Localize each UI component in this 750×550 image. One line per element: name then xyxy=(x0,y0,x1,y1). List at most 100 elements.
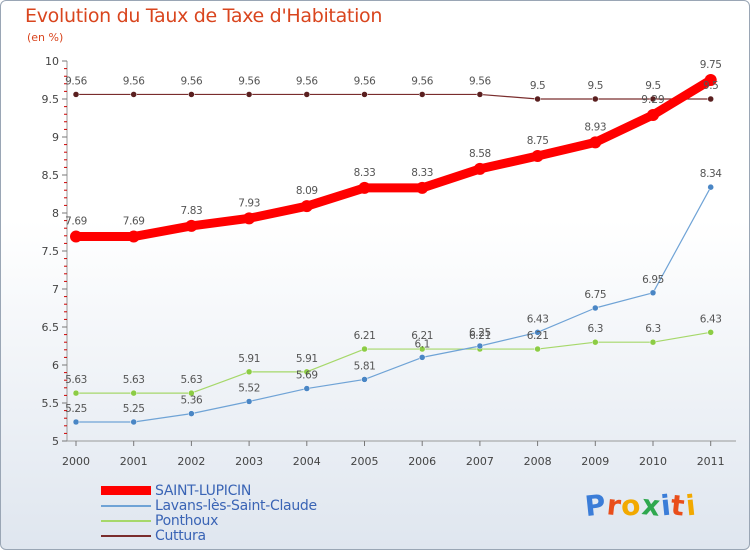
series-line-0 xyxy=(71,75,716,242)
data-label: 6.21 xyxy=(527,330,549,342)
logo-letter: i xyxy=(683,488,698,523)
data-label: 5.25 xyxy=(123,403,145,415)
x-tick-label: 2003 xyxy=(235,455,263,468)
y-tick-label: 9.5 xyxy=(42,93,60,106)
data-point xyxy=(358,181,371,194)
data-point xyxy=(534,345,541,353)
data-label: 8.33 xyxy=(411,167,433,179)
data-label: 7.69 xyxy=(65,216,87,228)
data-point xyxy=(476,91,484,98)
data-point xyxy=(704,74,717,86)
data-point xyxy=(303,385,311,392)
data-point xyxy=(361,376,368,383)
data-point xyxy=(707,183,714,191)
data-label: 8.34 xyxy=(700,168,722,180)
data-point xyxy=(592,304,599,312)
y-tick-label: 5.5 xyxy=(42,397,60,410)
y-tick-label: 7.5 xyxy=(42,245,60,258)
data-label: 5.52 xyxy=(238,382,260,394)
data-point xyxy=(707,95,714,103)
data-point xyxy=(592,338,599,346)
data-point xyxy=(130,91,137,98)
data-point xyxy=(531,150,544,162)
data-point xyxy=(300,200,313,213)
data-label: 5.81 xyxy=(354,360,376,372)
logo-letter: P xyxy=(583,487,609,524)
data-label: 6.75 xyxy=(584,289,606,301)
series-line-1 xyxy=(75,186,712,423)
data-point xyxy=(245,91,253,98)
chart-unit-label: (en %) xyxy=(27,31,64,44)
x-tick-label: 2007 xyxy=(466,455,494,468)
data-point xyxy=(534,95,541,103)
data-point xyxy=(649,338,657,346)
data-label: 9.5 xyxy=(645,80,661,92)
legend-swatch xyxy=(101,504,151,507)
data-label: 5.36 xyxy=(181,395,203,407)
chart-title: Evolution du Taux de Taxe d'Habitation xyxy=(25,5,383,27)
data-point xyxy=(245,368,253,376)
data-label: 9.56 xyxy=(181,75,203,87)
data-point xyxy=(130,389,137,397)
legend-label: Ponthoux xyxy=(155,512,219,529)
data-label: 7.93 xyxy=(238,197,260,209)
legend-label: Lavans-lès-Saint-Claude xyxy=(155,497,317,514)
legend-label: Cuttura xyxy=(155,527,206,544)
data-point xyxy=(589,136,602,149)
y-tick-label: 7 xyxy=(52,283,59,296)
chart-legend: SAINT-LUPICIN Lavans-lès-Saint-Claude Pont… xyxy=(101,482,317,544)
data-label: 9.56 xyxy=(411,75,433,87)
data-point xyxy=(70,230,82,243)
data-point xyxy=(72,418,80,426)
legend-item: SAINT-LUPICIN xyxy=(101,482,317,499)
data-label: 8.93 xyxy=(584,121,606,133)
x-tick-label: 2006 xyxy=(408,455,436,468)
data-label: 6.95 xyxy=(642,274,664,286)
data-point xyxy=(245,398,253,405)
data-label: 8.58 xyxy=(469,148,491,160)
data-label: 9.56 xyxy=(354,75,376,87)
data-point xyxy=(473,162,486,175)
data-point xyxy=(188,389,195,397)
x-tick-label: 2004 xyxy=(293,455,321,468)
legend-item: Cuttura xyxy=(101,527,317,544)
data-point xyxy=(476,342,484,350)
data-point xyxy=(72,389,80,397)
data-point xyxy=(188,91,195,98)
y-tick-label: 8 xyxy=(52,207,59,220)
legend-label: SAINT-LUPICIN xyxy=(155,482,252,499)
series-line-3 xyxy=(75,93,712,100)
y-tick-label: 5 xyxy=(52,435,59,448)
legend-swatch xyxy=(101,534,151,537)
data-label: 9.56 xyxy=(296,75,318,87)
x-tick-label: 2000 xyxy=(62,455,90,468)
x-tick-label: 2009 xyxy=(581,455,609,468)
legend-item: Lavans-lès-Saint-Claude xyxy=(101,497,317,514)
data-label: 9.29 xyxy=(641,94,664,106)
data-label: 9.56 xyxy=(65,75,87,87)
data-point xyxy=(418,354,426,361)
data-point xyxy=(185,219,198,232)
x-tick-label: 2011 xyxy=(697,455,725,468)
data-point xyxy=(418,345,426,353)
data-label: 5.25 xyxy=(65,403,87,415)
data-point xyxy=(72,91,80,98)
legend-swatch xyxy=(101,519,151,522)
data-point xyxy=(303,91,311,98)
data-label: 6.21 xyxy=(354,330,376,342)
data-label: 6.21 xyxy=(411,330,433,342)
data-point xyxy=(243,212,256,225)
data-label: 5.63 xyxy=(65,374,87,386)
data-label: 7.83 xyxy=(181,205,203,217)
data-point xyxy=(647,108,659,121)
data-point xyxy=(361,91,368,98)
data-label: 6.43 xyxy=(527,313,549,325)
y-tick-label: 6 xyxy=(52,359,59,372)
legend-item: Ponthoux xyxy=(101,512,317,529)
data-point xyxy=(127,230,140,243)
y-tick-label: 8.5 xyxy=(42,169,60,182)
data-label: 6.3 xyxy=(588,323,604,335)
x-tick-label: 2008 xyxy=(524,455,552,468)
